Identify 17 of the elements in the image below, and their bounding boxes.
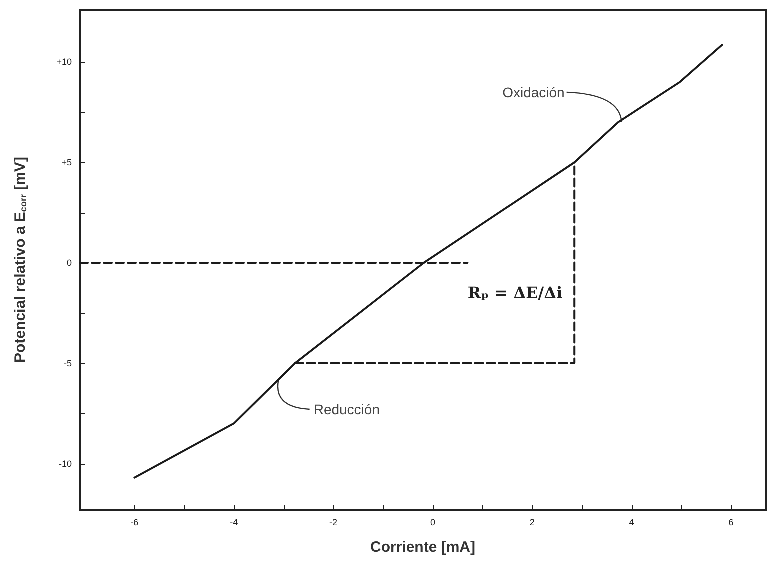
x-tick-label: -6 bbox=[130, 518, 139, 528]
x-tick-label: 2 bbox=[530, 518, 535, 528]
annotation: Rₚ = ΔE/Δi bbox=[468, 284, 563, 303]
annotation: Reducción bbox=[314, 401, 380, 418]
x-tick-label: -4 bbox=[230, 518, 238, 528]
y-tick-label: +5 bbox=[62, 158, 72, 168]
x-axis-title: Corriente [mA] bbox=[370, 539, 476, 556]
y-tick-label: -5 bbox=[64, 358, 72, 368]
x-tick-label: -2 bbox=[330, 518, 338, 528]
y-tick-label: +10 bbox=[56, 57, 72, 68]
annotation: Oxidación bbox=[502, 84, 565, 100]
y-axis-title: Potencial relativo a Ecorr [mV] bbox=[12, 157, 29, 363]
x-tick-label: 0 bbox=[430, 518, 436, 528]
y-tick-label: 0 bbox=[66, 258, 72, 268]
x-tick-label: 6 bbox=[728, 518, 734, 528]
y-tick-label: -10 bbox=[58, 458, 72, 469]
x-tick-label: 4 bbox=[629, 518, 634, 528]
